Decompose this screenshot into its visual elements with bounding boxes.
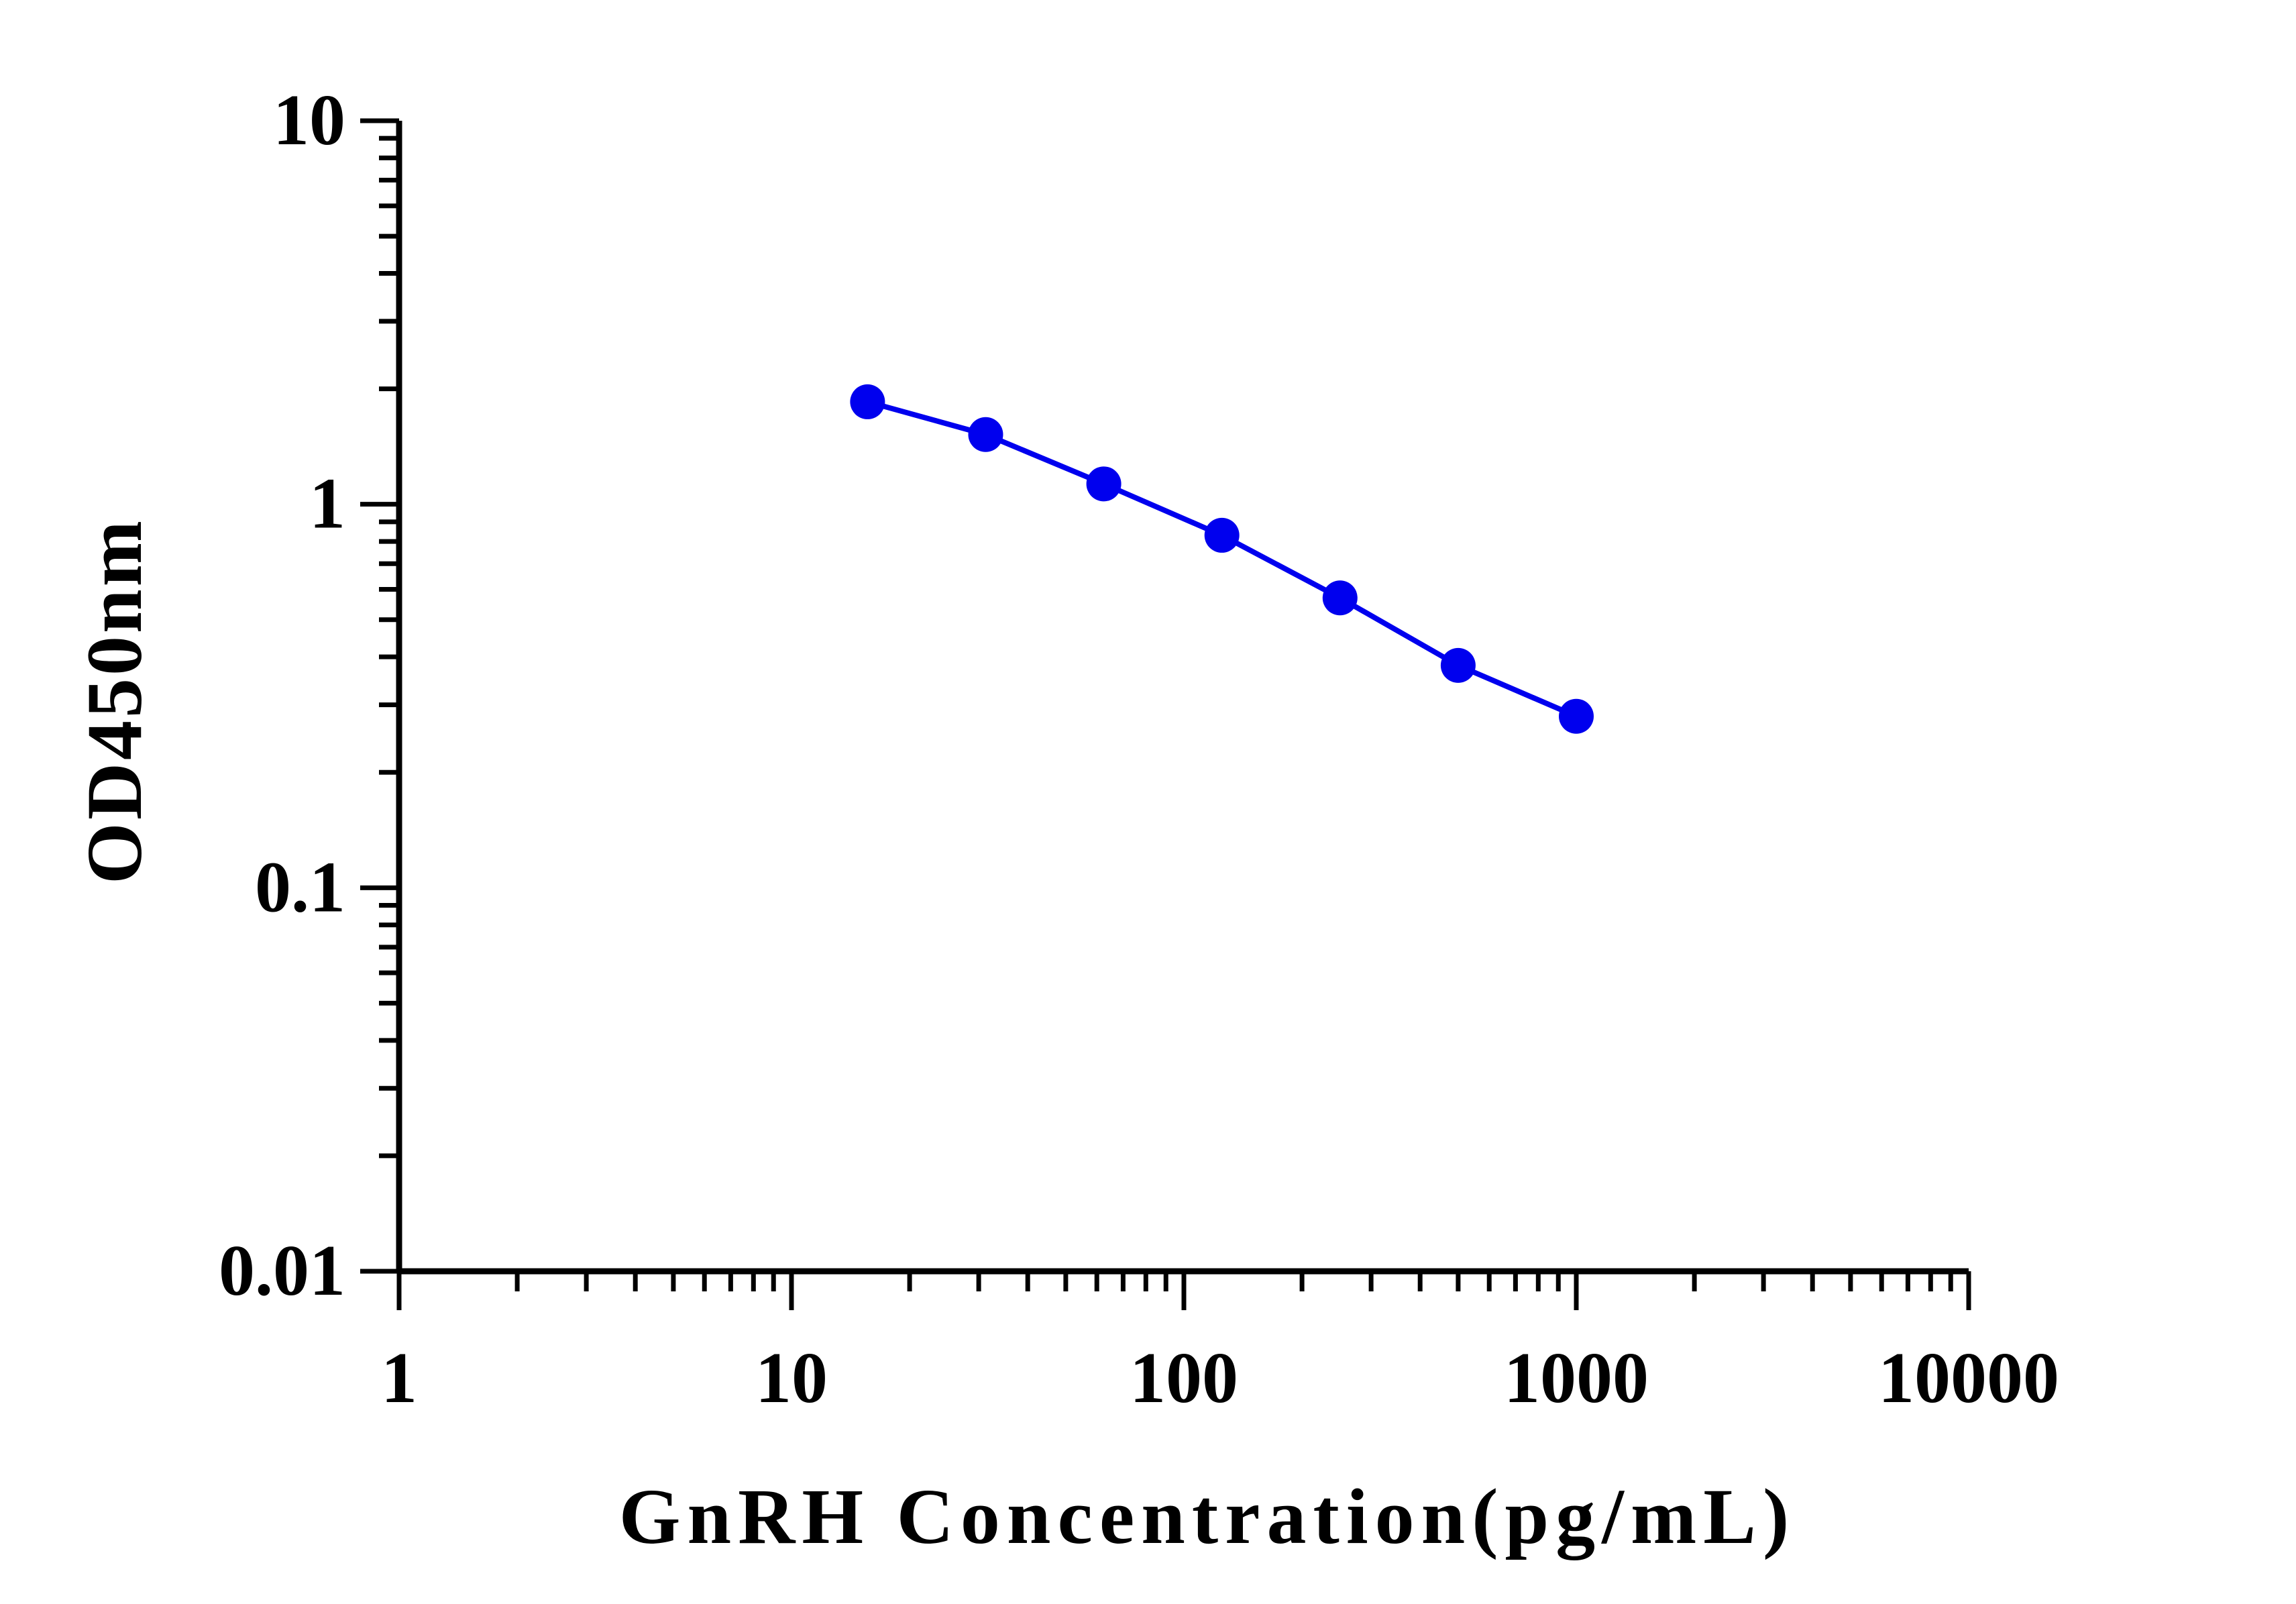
y-tick-label-0.01: 0.01 [219, 1231, 345, 1311]
y-tick-label-10: 10 [273, 81, 345, 160]
data-point [850, 384, 885, 419]
data-point [968, 417, 1003, 452]
data-point [1559, 698, 1594, 734]
data-series [850, 384, 1594, 734]
x-tick-label-100: 100 [1130, 1338, 1238, 1418]
x-tick-label-10000: 10000 [1878, 1338, 2059, 1418]
data-point [1204, 517, 1240, 553]
data-point [1440, 647, 1476, 683]
x-tick-labels: 1 10 100 1000 10000 [381, 1338, 2059, 1418]
y-tick-label-0.1: 0.1 [255, 847, 345, 927]
x-axis-title: GnRH Concentration(pg/mL) [619, 1473, 1796, 1560]
x-tick-label-1000: 1000 [1504, 1338, 1649, 1418]
x-tick-label-1: 1 [381, 1338, 417, 1418]
data-point [1086, 466, 1122, 502]
data-point [1322, 580, 1358, 616]
axes [360, 118, 1971, 1310]
y-tick-label-1: 1 [309, 464, 345, 544]
y-axis-title: OD450nm [70, 518, 158, 884]
x-tick-label-10: 10 [755, 1338, 828, 1418]
y-tick-labels: 0.01 0.1 1 10 [219, 81, 345, 1311]
